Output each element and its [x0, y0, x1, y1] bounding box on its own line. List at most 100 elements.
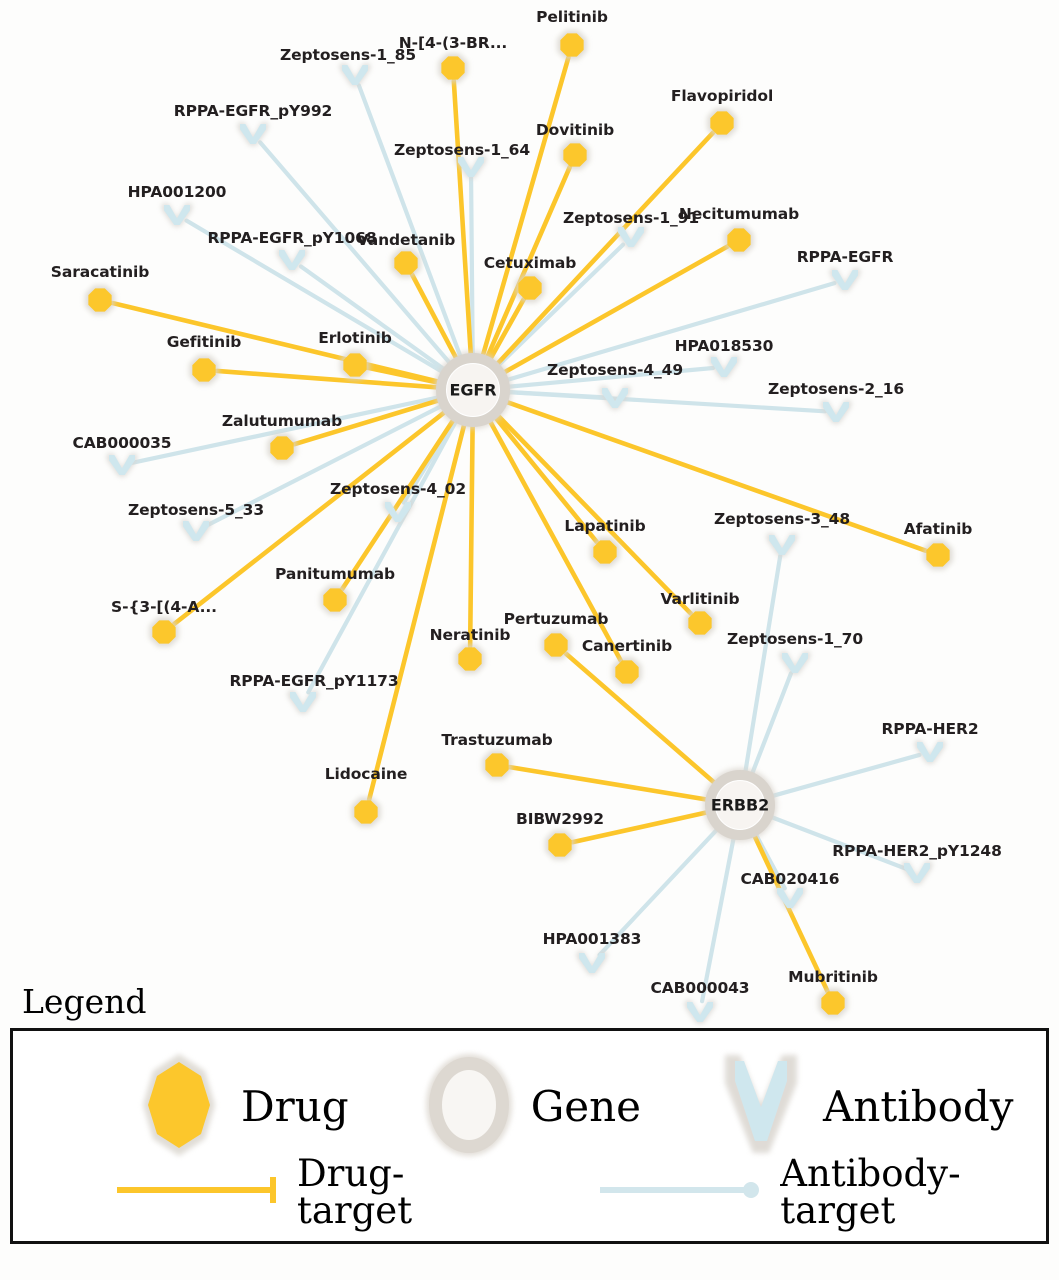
antibody-node[interactable] [779, 651, 811, 675]
antibody-target-edge [356, 83, 464, 363]
drug-node[interactable] [541, 630, 571, 660]
antibody-node-body [904, 863, 930, 883]
antibody-node[interactable] [901, 861, 933, 885]
drug-target-edge [366, 419, 468, 802]
antibody-target-edge [748, 671, 794, 780]
antibody-node-body [832, 270, 858, 290]
drug-target-edge [501, 398, 929, 553]
antibody-node[interactable] [382, 500, 414, 524]
drug-node-body [821, 991, 845, 1015]
drug-node[interactable] [189, 355, 219, 385]
antibody-node-body [279, 250, 305, 270]
drug-icon [131, 1049, 227, 1165]
drug-node[interactable] [455, 644, 485, 674]
antibody-target-edge [742, 553, 783, 778]
legend-item-gene: Gene [421, 1049, 641, 1165]
antibody-node[interactable] [615, 225, 647, 249]
drug-node[interactable] [482, 750, 512, 780]
antibody-node-body [711, 357, 737, 377]
drug-target-edge [483, 164, 573, 363]
drug-node[interactable] [515, 273, 545, 303]
drug-node[interactable] [438, 53, 468, 83]
antibody-target-edge [502, 365, 716, 390]
drug-target-edge [499, 244, 730, 377]
legend-edge-row: Drug-target Antibody-target [13, 1155, 1046, 1229]
antibody-node[interactable] [914, 740, 946, 764]
edges-layer [110, 55, 929, 1004]
drug-node-body [544, 633, 568, 657]
legend-item-antibody: Antibody [713, 1049, 1013, 1165]
legend-item-drug-target: Drug-target [113, 1155, 494, 1229]
drug-target-edge [750, 830, 830, 994]
drug-node[interactable] [391, 248, 421, 278]
antibody-node[interactable] [820, 400, 852, 424]
nodes-layer [85, 30, 953, 1024]
legend-box: Drug Gene [10, 1027, 1049, 1244]
antibody-node[interactable] [684, 1000, 716, 1024]
antibody-node-body [240, 124, 266, 144]
antibody-node[interactable] [576, 951, 608, 975]
drug-node[interactable] [923, 540, 953, 570]
antibody-node[interactable] [106, 453, 138, 477]
drug-node[interactable] [545, 830, 575, 860]
antibody-node[interactable] [180, 519, 212, 543]
antibody-node[interactable] [161, 203, 193, 227]
drug-node-body [688, 611, 712, 635]
drug-node[interactable] [340, 350, 370, 380]
drug-node-body [343, 353, 367, 377]
drug-node[interactable] [149, 617, 179, 647]
drug-node[interactable] [724, 225, 754, 255]
antibody-node[interactable] [766, 533, 798, 557]
antibody-node[interactable] [276, 248, 308, 272]
legend-label-drug-target: Drug-target [297, 1151, 413, 1232]
drug-node[interactable] [685, 608, 715, 638]
drug-node-body [394, 251, 418, 275]
drug-node[interactable] [85, 285, 115, 315]
legend: Legend Drug [0, 982, 1059, 1244]
antibody-target-edge [203, 402, 447, 529]
gene-node-ring [436, 353, 510, 427]
antibody-target-edge [298, 264, 450, 374]
antibody-node[interactable] [339, 63, 371, 87]
drug-target-edge [486, 297, 526, 364]
drug-node[interactable] [351, 797, 381, 827]
antibody-target-edge [501, 281, 837, 384]
antibody-node[interactable] [774, 886, 806, 910]
drug-node[interactable] [267, 433, 297, 463]
drug-node[interactable] [590, 537, 620, 567]
antibody-target-edge [306, 415, 460, 695]
drug-node-body [727, 228, 751, 252]
antibody-node[interactable] [829, 268, 861, 292]
gene-node-core [716, 781, 764, 829]
gene-node[interactable] [434, 351, 512, 429]
drug-target-edge [409, 272, 460, 364]
drug-target-edge [479, 55, 571, 361]
drug-node[interactable] [320, 585, 350, 615]
antibody-node-body [290, 692, 316, 712]
drug-node-body [192, 358, 216, 382]
drug-node-body [926, 543, 950, 567]
legend-label-antibody: Antibody [823, 1081, 1014, 1131]
drug-node[interactable] [707, 108, 737, 138]
legend-item-drug: Drug [131, 1049, 349, 1165]
antibody-node[interactable] [708, 355, 740, 379]
drug-node[interactable] [560, 140, 590, 170]
antibody-node[interactable] [455, 155, 487, 179]
drug-node-body [560, 33, 584, 57]
antibody-node[interactable] [599, 386, 631, 410]
drug-target-edge [110, 300, 444, 385]
drug-node-body [710, 111, 734, 135]
antibody-node[interactable] [237, 122, 269, 146]
legend-shape-row: Drug Gene [13, 1051, 1046, 1163]
antibody-node-body [385, 502, 411, 522]
legend-title: Legend [22, 982, 147, 1021]
legend-label-drug: Drug [241, 1081, 349, 1131]
legend-item-antibody-target: Antibody-target [596, 1155, 1046, 1229]
antibody-node[interactable] [287, 690, 319, 714]
drug-node[interactable] [818, 988, 848, 1018]
drug-node[interactable] [612, 657, 642, 687]
drug-node-body [548, 833, 572, 857]
drug-node[interactable] [557, 30, 587, 60]
antibody-target-edge-icon [596, 1175, 766, 1209]
gene-node[interactable] [703, 768, 777, 842]
